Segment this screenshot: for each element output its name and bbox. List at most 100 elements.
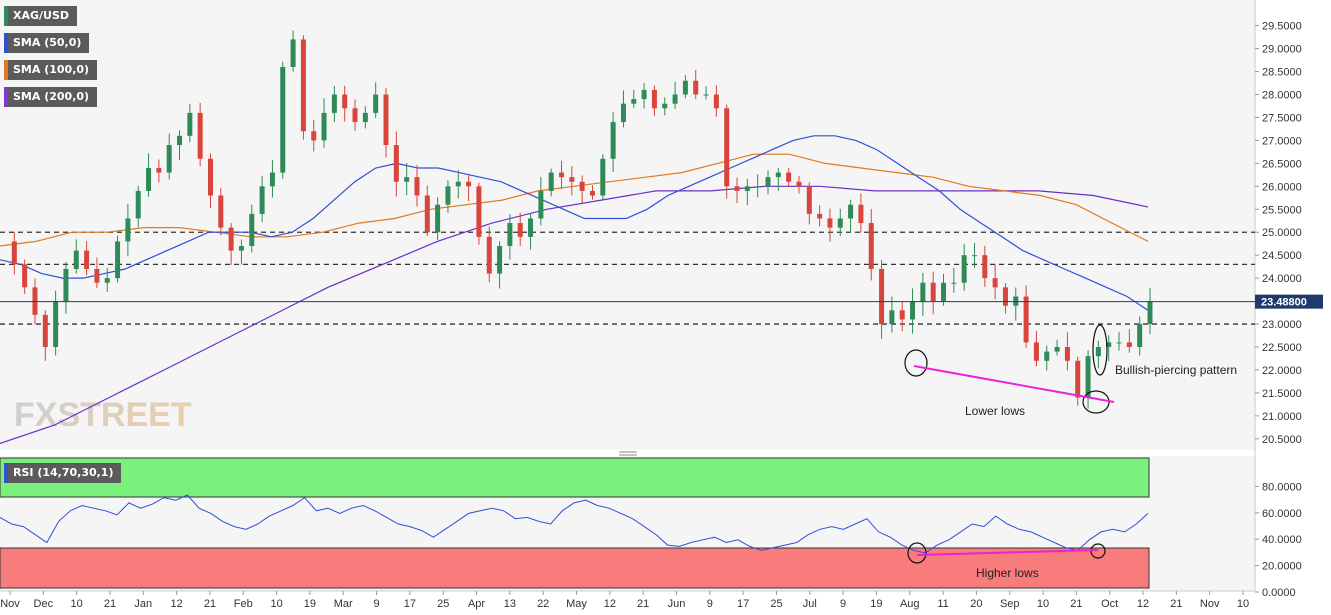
pattern-circle: [1092, 324, 1108, 376]
date-tick-label: Sep: [1000, 598, 1020, 610]
date-axis-ticks: Nov Dec 10 21 Jan 12 21 Feb 10 19 Mar 9 17 25 Apr 13 22 M…: [0, 591, 1249, 610]
candle-body: [610, 122, 616, 159]
candle-body: [280, 66, 286, 173]
candle-body: [641, 89, 647, 100]
candle-body: [1054, 347, 1060, 352]
candle-body: [135, 190, 141, 219]
candle-body: [879, 268, 885, 325]
candle-body: [672, 94, 678, 104]
candle-body: [817, 213, 823, 219]
price-tick-label: 27.0000: [1262, 135, 1302, 147]
rsi-overbought-zone: [0, 457, 1150, 498]
candle-body: [187, 112, 193, 136]
price-tick-label: 21.5000: [1262, 388, 1302, 400]
legend-swatch-sma100: [4, 60, 8, 80]
candle-body: [662, 103, 668, 109]
candle-body: [352, 108, 358, 123]
date-tick-label: May: [566, 598, 587, 610]
sma50-path: [0, 135, 1149, 311]
date-tick-label: 11: [937, 598, 948, 610]
candle-body: [156, 167, 162, 173]
price-tick-label: 25.0000: [1262, 227, 1302, 239]
legend-xagusd[interactable]: XAG/USD: [4, 6, 78, 26]
candle-body: [548, 172, 554, 191]
candle-body: [466, 181, 472, 187]
candle-body: [868, 223, 874, 269]
candle-body: [362, 112, 368, 123]
sma100-path: [0, 153, 1149, 247]
date-tick-label: 9: [374, 598, 380, 610]
candle-body: [538, 190, 544, 219]
candle-body: [682, 80, 688, 95]
date-tick-label: Apr: [468, 598, 485, 610]
sma100-line: [0, 153, 1149, 247]
legend-swatch-sma200: [4, 87, 8, 107]
price-tick-label: 26.0000: [1262, 181, 1302, 193]
rsi-tick-label: 20.0000: [1262, 561, 1302, 573]
price-tick-label: 24.5000: [1262, 250, 1302, 262]
candle-body: [920, 282, 926, 302]
price-tick-label: 28.0000: [1262, 90, 1302, 102]
legend-sma100[interactable]: SMA (100,0): [4, 60, 98, 80]
candle-body: [311, 131, 317, 141]
candle-body: [651, 89, 657, 109]
price-tick-label: 24.0000: [1262, 273, 1302, 285]
price-tick-label: 25.5000: [1262, 204, 1302, 216]
candle-body: [22, 264, 28, 288]
candle-body: [755, 186, 761, 188]
date-tick-label: Dec: [34, 598, 54, 610]
date-tick-label: 21: [637, 598, 649, 610]
candle-body: [11, 241, 17, 265]
candle-body: [961, 255, 967, 283]
candle-body: [249, 213, 255, 247]
candle-body: [899, 310, 905, 320]
price-tick-label: 22.0000: [1262, 365, 1302, 377]
legend-sma50[interactable]: SMA (50,0): [4, 33, 90, 53]
annotation-higher-lows: Higher lows: [976, 566, 1039, 580]
candle-body: [1023, 296, 1029, 343]
date-tick-label: 19: [870, 598, 882, 610]
price-tick-label: 22.5000: [1262, 342, 1302, 354]
rsi-line: [0, 494, 1149, 554]
candle-body: [744, 186, 750, 191]
current-price-label: 23.48800: [1261, 297, 1307, 309]
candle-body: [53, 301, 59, 348]
sma200-line: [0, 185, 1149, 444]
legend-rsi[interactable]: RSI (14,70,30,1): [4, 463, 122, 483]
candle-body: [115, 241, 121, 279]
candle-body: [693, 80, 699, 95]
date-tick-label: 21: [104, 598, 116, 610]
candle-body: [476, 186, 482, 237]
candle-body: [1106, 342, 1112, 348]
candle-body: [1095, 347, 1101, 357]
date-tick-label: 10: [1037, 598, 1049, 610]
legend-label-xagusd: XAG/USD: [13, 9, 70, 22]
candle-body: [300, 39, 306, 132]
candle-body: [579, 181, 585, 191]
candle-body: [992, 278, 998, 288]
date-tick-label: 22: [537, 598, 549, 610]
low-circle-1: [904, 349, 928, 377]
date-tick-label: 25: [437, 598, 449, 610]
price-axis-ticks: 29.5000 29.0000 28.5000 28.0000 27.5000 27.00…: [1255, 21, 1302, 446]
date-tick-label: 21: [204, 598, 216, 610]
candle-body: [94, 268, 100, 283]
candle-body: [166, 145, 172, 173]
date-tick-label: 12: [1137, 598, 1149, 610]
legend-swatch-rsi: [4, 463, 8, 483]
candle-body: [290, 39, 296, 67]
candle-body: [569, 177, 575, 182]
candle-body: [259, 186, 265, 214]
candle-body: [1033, 342, 1039, 361]
date-tick-label: 19: [304, 598, 316, 610]
candle-body: [84, 250, 90, 269]
legend-sma200[interactable]: SMA (200,0): [4, 87, 98, 107]
sma200-path: [0, 185, 1149, 444]
candle-body: [1002, 287, 1008, 306]
date-tick-label: 9: [840, 598, 846, 610]
legend-label-sma100: SMA (100,0): [13, 63, 90, 76]
annotation-lower-lows: Lower lows: [965, 404, 1025, 418]
legend-swatch-sma50: [4, 33, 8, 53]
candle-body: [848, 204, 854, 219]
candle-body: [631, 99, 637, 104]
